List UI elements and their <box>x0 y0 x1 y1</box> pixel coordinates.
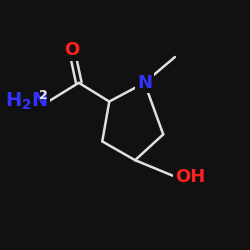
Text: OH: OH <box>175 168 205 186</box>
Text: H: H <box>33 92 48 110</box>
Text: N: N <box>137 74 152 92</box>
Text: 2: 2 <box>39 88 48 102</box>
Text: O: O <box>64 41 80 59</box>
Text: $\mathregular{H_2N}$: $\mathregular{H_2N}$ <box>5 91 48 112</box>
